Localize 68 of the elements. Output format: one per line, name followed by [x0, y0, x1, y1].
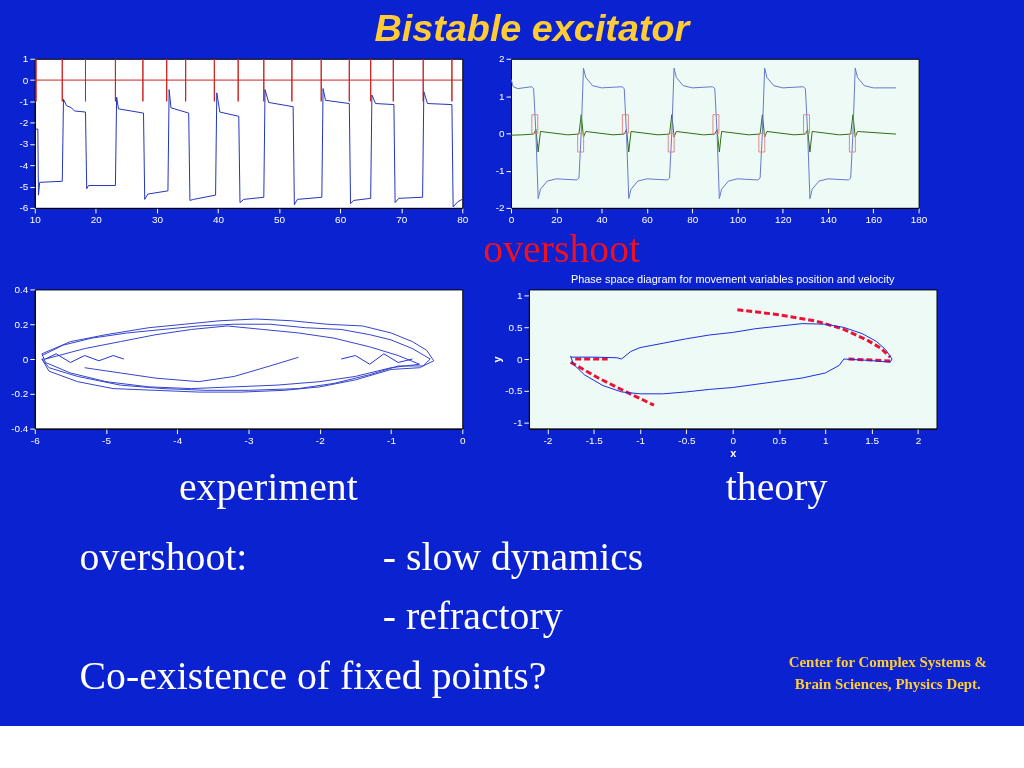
x-tick-label: 0.5 — [772, 435, 787, 447]
x-tick-label: 140 — [820, 214, 838, 226]
y-tick-label: 1 — [516, 290, 523, 302]
x-tick-label: 40 — [596, 214, 609, 226]
y-tick-label: 0 — [516, 353, 523, 365]
x-axis-title: x — [730, 446, 737, 459]
chart-title: Phase space diagram for movement variables position and velocity — [570, 273, 896, 286]
x-tick-label: -5 — [102, 435, 112, 447]
y-tick-label: 0.5 — [508, 321, 523, 333]
y-tick-label: -3 — [19, 138, 29, 150]
y-tick-label: 1 — [499, 90, 506, 102]
text: - refractory — [382, 594, 563, 639]
y-tick-label: -1 — [19, 95, 29, 107]
x-tick-label: -3 — [244, 435, 254, 447]
x-tick-label: -4 — [173, 435, 183, 447]
x-tick-label: 20 — [551, 214, 563, 226]
y-tick-label: -0.5 — [505, 385, 523, 397]
x-tick-label: -2 — [315, 435, 326, 447]
y-tick-label: 0.4 — [14, 283, 29, 295]
x-tick-label: 120 — [774, 214, 792, 226]
x-tick-label: 40 — [212, 214, 225, 226]
x-tick-label: 30 — [151, 214, 164, 226]
x-tick-label: -1.5 — [585, 435, 604, 447]
y-tick-label: -6 — [19, 202, 29, 214]
x-tick-label: 80 — [457, 214, 469, 226]
x-tick-label: 1 — [823, 435, 830, 447]
text: Center for Complex Systems & Brain Sciences, Physics Dept. — [788, 654, 987, 693]
x-tick-label: -6 — [30, 435, 41, 447]
x-tick-label: -1 — [387, 435, 397, 447]
y-tick-label: -2 — [495, 202, 506, 214]
y-tick-label: -0.2 — [11, 388, 29, 400]
x-tick-label: 0 — [730, 435, 737, 447]
y-tick-label: -1 — [513, 416, 523, 428]
y-tick-label: -1 — [495, 165, 506, 177]
y-tick-label: -4 — [19, 159, 29, 171]
x-tick-label: 60 — [335, 214, 347, 226]
y-tick-label: 2 — [499, 53, 506, 65]
y-tick-label: 0.2 — [14, 318, 29, 330]
x-tick-label: 20 — [90, 214, 103, 226]
x-tick-label: 160 — [865, 214, 883, 226]
text: - slow dynamics — [382, 534, 644, 579]
y-tick-label: -0.4 — [11, 423, 29, 435]
x-tick-label: -2 — [543, 435, 553, 447]
y-tick-label: -5 — [19, 181, 29, 193]
x-tick-label: 100 — [729, 214, 747, 226]
text: experiment — [178, 465, 358, 510]
x-tick-label: 180 — [910, 214, 928, 226]
x-tick-label: 60 — [641, 214, 654, 226]
y-axis-title: y — [491, 355, 504, 363]
x-tick-label: 2 — [915, 435, 922, 447]
text: theory — [725, 465, 828, 510]
x-tick-label: -1 — [636, 435, 646, 447]
y-tick-label: 1 — [22, 53, 29, 65]
y-tick-label: -2 — [19, 117, 29, 129]
y-tick-label: 0 — [22, 353, 29, 365]
text: Co-existence of fixed points? — [79, 654, 547, 699]
x-tick-label: 10 — [29, 214, 42, 226]
x-tick-label: 50 — [274, 214, 286, 226]
x-tick-label: 0 — [460, 435, 467, 447]
x-tick-label: -0.5 — [678, 435, 696, 447]
x-tick-label: 70 — [396, 214, 408, 226]
text: overshoot — [483, 226, 641, 271]
y-tick-label: 0 — [499, 127, 506, 139]
x-tick-label: 80 — [687, 214, 699, 226]
text: Bistable excitator — [374, 6, 692, 49]
x-tick-label: 1.5 — [865, 435, 880, 447]
y-tick-label: 0 — [22, 74, 29, 86]
text: overshoot: — [79, 534, 248, 579]
